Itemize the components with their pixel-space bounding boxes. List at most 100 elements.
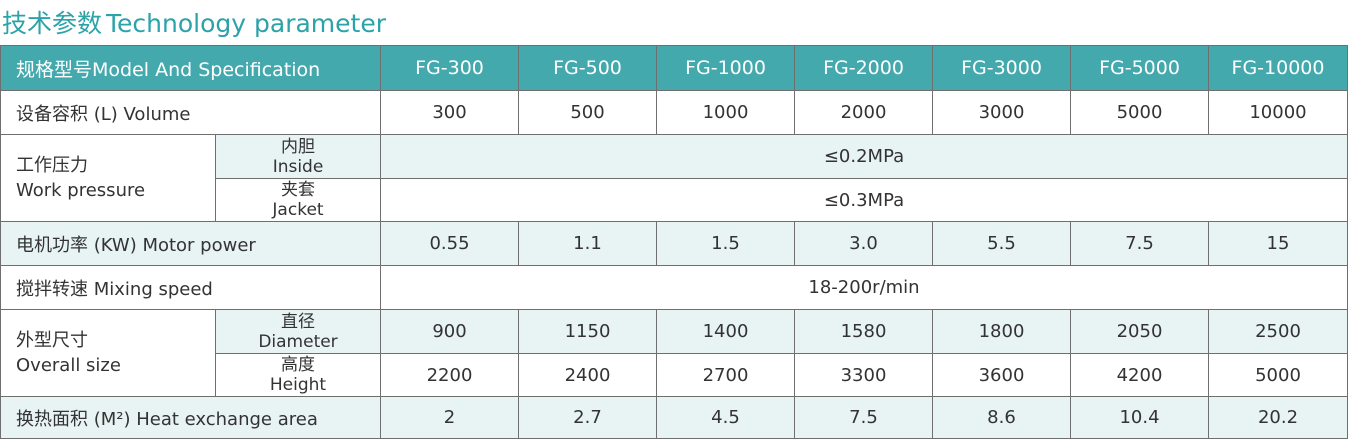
cell-text: 夹套 (281, 180, 315, 200)
cell-text: 3000 (978, 102, 1025, 123)
cell-text: 1400 (702, 321, 749, 342)
table-cell: 规格型号Model And Specification (0, 45, 381, 91)
cell-text: Height (269, 375, 327, 395)
cell-text: 1.5 (711, 233, 740, 254)
cell-text: 换热面积 (M²) Heat exchange area (16, 408, 318, 430)
cell-text: Jacket (272, 200, 324, 220)
table-cell: 900 (380, 309, 519, 354)
cell-text: 8.6 (987, 407, 1016, 428)
table-cell: 5000 (1070, 90, 1209, 135)
table-cell: 3.0 (794, 221, 933, 266)
cell-text: 搅拌转速 Mixing speed (16, 278, 213, 300)
table-cell: 0.55 (380, 221, 519, 266)
table-cell: FG-300 (380, 45, 519, 91)
cell-text: 4.5 (711, 407, 740, 428)
cell-text: 3.0 (849, 233, 878, 254)
table-cell: 2.7 (518, 396, 657, 439)
table-cell: 夹套 Jacket (215, 178, 381, 222)
cell-text: 0.55 (429, 233, 470, 254)
table-cell: 1580 (794, 309, 933, 354)
cell-text: 7.5 (1125, 233, 1154, 254)
cell-text: 2400 (564, 364, 611, 386)
cell-text: 2000 (840, 102, 887, 123)
table-cell: 18-200r/min (380, 265, 1348, 310)
cell-text: 500 (570, 102, 605, 123)
table-cell: 2700 (656, 353, 795, 397)
table-cell: 外型尺寸 Overall size (0, 309, 216, 397)
cell-text: 2050 (1116, 321, 1163, 342)
cell-text: 1.1 (573, 233, 602, 254)
table-cell: 1000 (656, 90, 795, 135)
table-cell: ≤0.3MPa (380, 178, 1348, 222)
cell-text: FG-2000 (823, 57, 904, 79)
cell-text: 1000 (702, 102, 749, 123)
table-cell: 1.5 (656, 221, 795, 266)
cell-text: 2.7 (573, 407, 602, 428)
table-cell: FG-1000 (656, 45, 795, 91)
cell-text: FG-500 (553, 57, 622, 79)
table-cell: FG-3000 (932, 45, 1071, 91)
cell-text: FG-10000 (1231, 57, 1325, 79)
table-cell: 内胆 Inside (215, 134, 381, 179)
table-cell: 1150 (518, 309, 657, 354)
table-cell: 20.2 (1208, 396, 1348, 439)
cell-text: 20.2 (1257, 407, 1299, 428)
title: 技术参数 Technology parameter (2, 4, 390, 40)
cell-text: ≤0.2MPa (823, 146, 905, 167)
table-cell: 7.5 (1070, 221, 1209, 266)
table-cell: 2050 (1070, 309, 1209, 354)
cell-text: 2500 (1255, 321, 1301, 342)
cell-text: 10.4 (1119, 407, 1160, 428)
table-cell: 2500 (1208, 309, 1348, 354)
cell-text: 工作压力 (16, 155, 88, 176)
cell-text: 5000 (1255, 364, 1301, 386)
table-cell: 2000 (794, 90, 933, 135)
table-cell: FG-5000 (1070, 45, 1209, 91)
cell-text: 18-200r/min (808, 277, 920, 298)
cell-text: 外型尺寸 (16, 330, 88, 351)
cell-text: 5000 (1116, 102, 1163, 123)
cell-text: 10000 (1249, 102, 1307, 123)
table-cell: 3600 (932, 353, 1071, 397)
cell-text: Work pressure (16, 180, 146, 201)
table-cell: 10.4 (1070, 396, 1209, 439)
cell-text: 2 (443, 407, 456, 428)
table-cell: 300 (380, 90, 519, 135)
table-cell: 3300 (794, 353, 933, 397)
table-cell: 1.1 (518, 221, 657, 266)
title-en: Technology parameter (106, 9, 386, 38)
cell-text: 内胆 (281, 136, 315, 157)
cell-text: 3300 (840, 364, 887, 386)
cell-text: 1800 (978, 321, 1025, 342)
cell-text: 规格型号Model And Specification (16, 58, 321, 81)
table-cell: 2200 (380, 353, 519, 397)
cell-text: 1580 (840, 321, 887, 342)
cell-text: 2200 (426, 364, 473, 386)
table-cell: 3000 (932, 90, 1071, 135)
table-cell: FG-500 (518, 45, 657, 91)
cell-text: 高度 (281, 355, 315, 375)
table-cell: 直径 Diameter (215, 309, 381, 354)
table-cell: FG-10000 (1208, 45, 1348, 91)
cell-text: 7.5 (849, 407, 878, 428)
table-cell: 换热面积 (M²) Heat exchange area (0, 396, 381, 439)
cell-text: 300 (432, 102, 467, 123)
table-cell: 设备容积 (L) Volume (0, 90, 381, 135)
table-cell: 2 (380, 396, 519, 439)
table-cell: 电机功率 (KW) Motor power (0, 221, 381, 266)
table-cell: 10000 (1208, 90, 1348, 135)
cell-text: Inside (272, 156, 324, 177)
cell-text: 900 (432, 321, 467, 342)
table-cell: 5000 (1208, 353, 1348, 397)
cell-text: 2700 (702, 364, 749, 386)
table-cell: 工作压力 Work pressure (0, 134, 216, 222)
table-cell: 500 (518, 90, 657, 135)
table-cell: 7.5 (794, 396, 933, 439)
table-cell: 8.6 (932, 396, 1071, 439)
cell-text: Overall size (16, 355, 121, 376)
cell-text: 15 (1266, 233, 1290, 254)
table-cell: 高度 Height (215, 353, 381, 397)
table-cell: ≤0.2MPa (380, 134, 1348, 179)
cell-text: FG-1000 (685, 57, 766, 79)
